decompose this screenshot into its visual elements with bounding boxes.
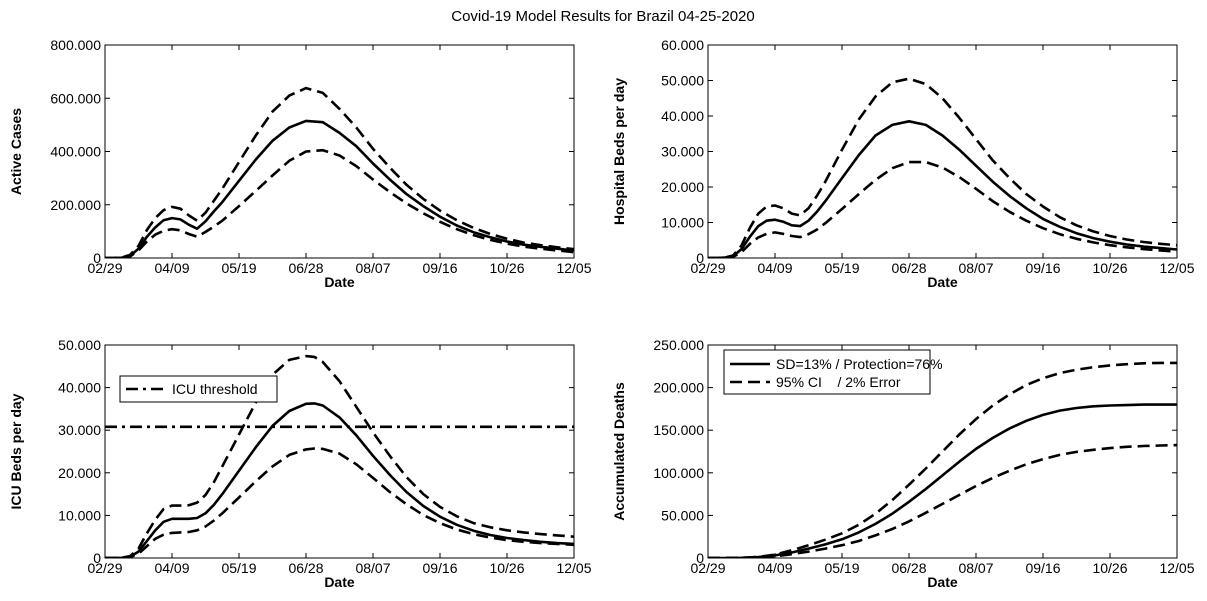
series-line-3 [708,160,1177,258]
x-tick-label: 12/05 [556,560,591,576]
y-tick-label: 10.000 [58,507,101,523]
x-tick-label: 09/16 [422,560,457,576]
chart-panel-2: 02/29 04/09 05/19 06/28 08/07 09/16 10/26 12/05… [611,37,1195,290]
x-axis-label: Date [927,274,958,290]
y-axis-label: Accumulated Deaths [611,382,627,521]
y-tick-label: 0 [93,550,101,566]
series-line-2 [708,77,1177,258]
legend-box [723,349,931,395]
y-tick-label: 50.000 [661,73,704,89]
plot-frame [104,44,575,259]
series-line-3 [708,443,1177,558]
plot-frame [104,344,575,559]
series-group [708,361,1177,558]
x-tick-label: 02/29 [87,260,122,276]
x-tick-label: 08/07 [355,260,390,276]
legend-entry: 95% CI / 2% Error [776,374,901,390]
plot-frame [707,344,1178,559]
legend: SD=13% / Protection=76% 95% CI / 2% Error [723,349,943,395]
y-tick-label: 40.000 [58,380,101,396]
legend-entry: ICU threshold [172,381,258,397]
series-line-2 [708,361,1177,558]
x-tick-label: 10/26 [489,260,524,276]
y-axis-label: ICU Beds per day [8,393,24,509]
y-tick-label: 50.000 [661,507,704,523]
y-tick-label: 20.000 [661,179,704,195]
y-tick-label: 50.000 [58,337,101,353]
x-tick-label: 04/09 [757,560,792,576]
x-tick-label: 06/28 [288,260,323,276]
figure-title: Covid-19 Model Results for Brazil 04-25-… [451,8,754,25]
series-line-1 [708,403,1177,558]
x-tick-label: 05/19 [221,560,256,576]
y-tick-label: 30.000 [661,144,704,160]
series-group [105,354,574,558]
legend-entry: SD=13% / Protection=76% [776,356,943,372]
y-tick-label: 100.000 [653,465,704,481]
chart-panel-1: 02/29 04/09 05/19 06/28 08/07 09/16 10/26 12/05… [8,37,592,290]
x-tick-label: 08/07 [355,560,390,576]
y-tick-label: 10.000 [661,215,704,231]
series-line-1 [105,402,574,558]
series-line-2 [105,354,574,558]
legend-box [119,375,278,403]
series-group [105,86,574,258]
x-axis-label: Date [927,574,958,590]
x-tick-label: 06/28 [891,560,926,576]
y-tick-label: 40.000 [661,108,704,124]
y-tick-label: 0 [93,250,101,266]
y-tick-label: 600.000 [50,90,101,106]
x-tick-label: 02/29 [690,260,725,276]
x-tick-label: 02/29 [87,560,122,576]
x-tick-label: 04/09 [154,260,189,276]
x-tick-label: 04/09 [154,560,189,576]
x-tick-label: 09/16 [1025,560,1060,576]
x-tick-label: 09/16 [422,260,457,276]
x-tick-label: 12/05 [1159,560,1194,576]
x-tick-label: 06/28 [288,560,323,576]
plot-frame [707,44,1178,259]
series-line-3 [105,447,574,558]
y-tick-label: 400.000 [50,144,101,160]
series-line-1 [105,119,574,258]
y-tick-label: 60.000 [661,37,704,53]
x-tick-label: 09/16 [1025,260,1060,276]
y-axis-label: Active Cases [8,108,24,195]
y-tick-label: 200.000 [653,380,704,396]
x-tick-label: 12/05 [556,260,591,276]
x-axis-label: Date [324,274,355,290]
x-tick-label: 06/28 [891,260,926,276]
y-tick-label: 200.000 [50,197,101,213]
y-tick-label: 0 [696,550,704,566]
x-tick-label: 02/29 [690,560,725,576]
y-tick-label: 0 [696,250,704,266]
x-tick-label: 08/07 [958,560,993,576]
chart-panel-4: 02/29 04/09 05/19 06/28 08/07 09/16 10/26 12/05… [611,337,1195,590]
x-axis-label: Date [324,574,355,590]
x-tick-label: 10/26 [1092,260,1127,276]
x-tick-label: 10/26 [489,560,524,576]
x-tick-label: 05/19 [221,260,256,276]
y-tick-label: 250.000 [653,337,704,353]
y-axis-label: Hospital Beds per day [611,78,627,225]
series-line-1 [708,120,1177,258]
legend: ICU threshold [119,375,278,403]
chart-panel-3: 02/29 04/09 05/19 06/28 08/07 09/16 10/26 12/05… [8,337,592,590]
y-tick-label: 150.000 [653,422,704,438]
y-tick-label: 20.000 [58,465,101,481]
series-group [708,77,1177,258]
x-tick-label: 05/19 [824,260,859,276]
x-tick-label: 04/09 [757,260,792,276]
y-tick-label: 800.000 [50,37,101,53]
series-line-2 [105,86,574,258]
series-line-3 [105,148,574,258]
y-tick-label: 30.000 [58,422,101,438]
x-tick-label: 12/05 [1159,260,1194,276]
x-tick-label: 08/07 [958,260,993,276]
x-tick-label: 05/19 [824,560,859,576]
x-tick-label: 10/26 [1092,560,1127,576]
